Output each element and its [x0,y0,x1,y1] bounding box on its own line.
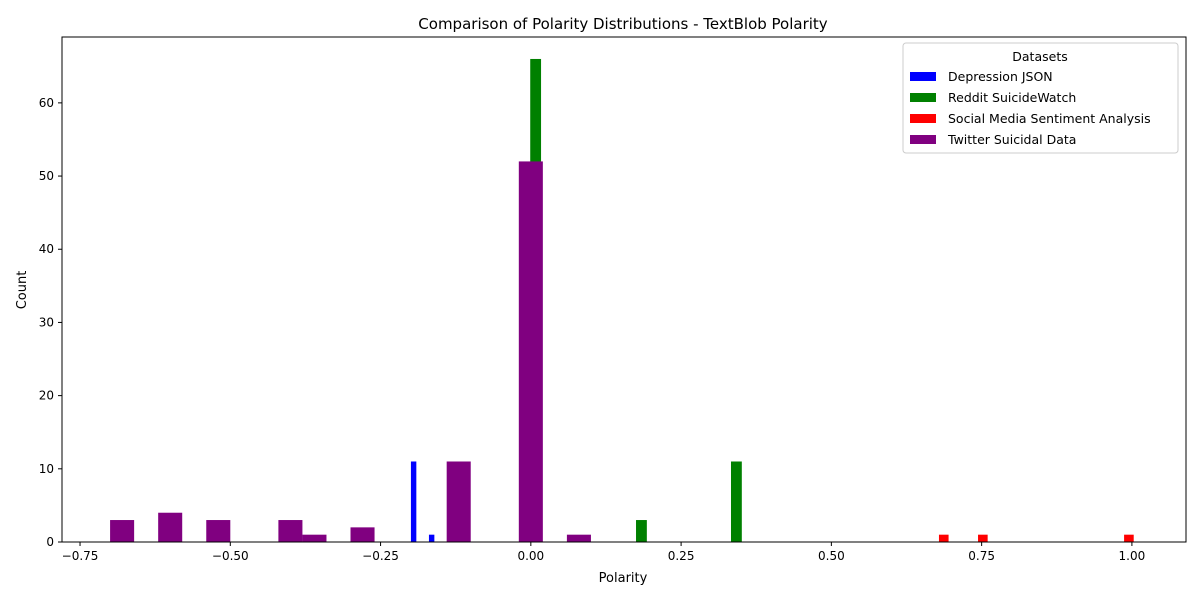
y-tick-label: 30 [39,315,54,329]
x-tick-label: −0.25 [362,549,399,563]
y-axis-label: Count [15,271,30,310]
bar-series-3-bin-0 [110,520,135,542]
y-tick-label: 50 [39,169,54,183]
series-1 [530,58,742,543]
bar-series-0-bin-1 [428,534,435,542]
y-tick-label: 60 [39,96,54,110]
series-0 [410,461,435,542]
bar-series-3-bin-1 [158,512,183,542]
legend-label-1: Reddit SuicideWatch [948,90,1076,105]
x-tick-label: 1.00 [1119,549,1146,563]
legend-title: Datasets [1012,49,1067,64]
legend-label-0: Depression JSON [948,69,1053,84]
bar-series-1-bin-1 [636,520,647,542]
legend-swatch-0 [910,72,936,81]
bar-series-3-bin-7 [518,161,543,543]
x-tick-label: 0.00 [517,549,544,563]
x-tick-label: 0.50 [818,549,845,563]
legend-label-2: Social Media Sentiment Analysis [948,111,1151,126]
series-3 [110,161,591,543]
bar-series-2-bin-0 [938,534,949,542]
bar-series-3-bin-5 [350,527,375,542]
x-tick-label: 0.75 [968,549,995,563]
y-tick-label: 10 [39,462,54,476]
bar-series-3-bin-8 [566,534,591,542]
y-tick-label: 0 [46,535,54,549]
series-2 [938,534,1134,542]
bars-layer [110,58,1134,543]
bar-series-2-bin-1 [978,534,988,542]
x-tick-label: 0.25 [668,549,695,563]
bar-series-2-bin-2 [1124,534,1134,542]
y-tick-label: 20 [39,389,54,403]
legend-swatch-3 [910,135,936,144]
legend-swatch-1 [910,93,936,102]
bar-series-3-bin-4 [302,534,327,542]
legend: Datasets Depression JSON Reddit SuicideWa… [902,42,1179,154]
chart-title: Comparison of Polarity Distributions - T… [418,15,828,33]
legend-box [902,42,1179,154]
x-axis-label: Polarity [599,571,648,586]
y-tick-label: 40 [39,242,54,256]
x-axis: −0.75 −0.50 −0.25 0.00 0.25 0.50 0.75 1.00 [62,542,1146,563]
plot-frame [61,36,1187,543]
bar-series-3-bin-3 [278,520,303,542]
bar-series-0-bin-0 [410,461,417,542]
y-axis: 0 10 20 30 40 50 60 [39,96,62,549]
legend-swatch-2 [910,114,936,123]
bar-series-3-bin-6 [446,461,471,542]
legend-label-3: Twitter Suicidal Data [947,132,1076,147]
bar-series-3-bin-2 [206,520,231,542]
x-tick-label: −0.75 [62,549,99,563]
x-tick-label: −0.50 [212,549,249,563]
bar-series-1-bin-2 [730,461,742,542]
